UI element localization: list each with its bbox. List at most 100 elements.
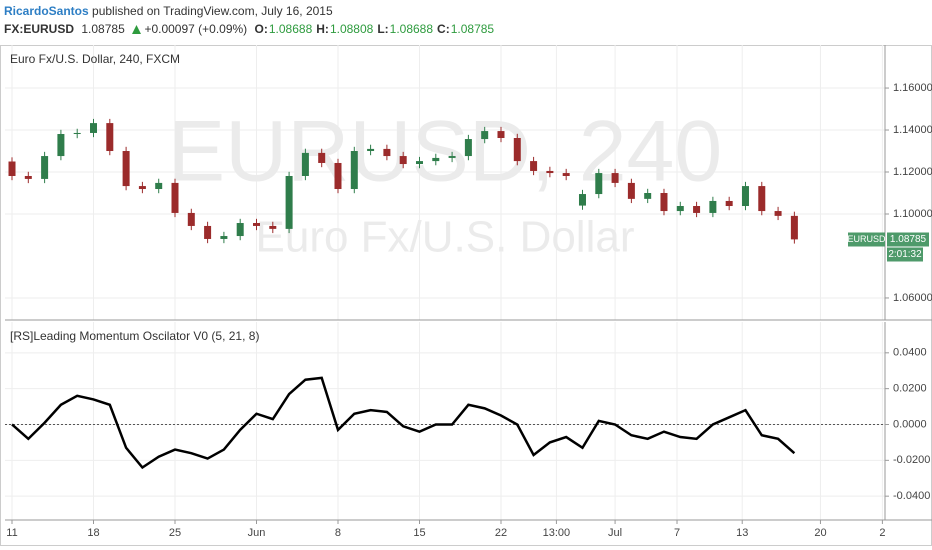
up-arrow [132, 25, 142, 34]
pane-title: Euro Fx/U.S. Dollar, 240, FXCM [10, 52, 180, 66]
y-tick-label: 1.14000 [893, 124, 932, 136]
candle-body [448, 156, 456, 158]
pane-title: [RS]Leading Momentum Oscilator V0 (5, 21… [10, 329, 259, 343]
candle-body [204, 225, 212, 239]
y-tick-label: 1.06000 [893, 292, 932, 304]
candle-body [660, 192, 668, 212]
candle-body [285, 175, 293, 229]
ohlc-key: L: [377, 22, 389, 36]
candle-body [252, 223, 260, 226]
candle-body [187, 212, 195, 226]
y-tick-label: 1.10000 [893, 208, 932, 220]
x-tick-label: 18 [87, 527, 99, 539]
change: +0.00097 (+0.09%) [144, 22, 248, 36]
ohlc-value: 1.08785 [450, 22, 495, 36]
candle-body [676, 206, 684, 212]
candle-body [627, 182, 635, 199]
candle-body [399, 156, 407, 165]
ohlc-value: 1.08808 [329, 22, 374, 36]
header-line: RicardoSantos published on TradingView.c… [4, 2, 502, 20]
candle-body [41, 156, 49, 179]
x-tick-label: 22 [495, 527, 507, 539]
y-tick-label: 1.12000 [893, 166, 932, 178]
ohlc: O:1.08688 H:1.08808 L:1.08688 C:1.08785 [255, 22, 499, 36]
x-tick-label: 13 [736, 527, 748, 539]
candle-body [24, 175, 32, 179]
ohlc-value: 1.08688 [389, 22, 434, 36]
header: RicardoSantos published on TradingView.c… [4, 2, 502, 38]
candle-body [578, 194, 586, 206]
oscillator-line [11, 376, 796, 470]
x-tick-label: Jul [608, 527, 622, 539]
candle-body [693, 206, 701, 213]
candle-body [464, 139, 472, 157]
author[interactable]: RicardoSantos [4, 4, 89, 18]
candle-body [415, 161, 423, 165]
symbol-tag [848, 232, 885, 247]
candle-body [709, 200, 717, 213]
candle-body [383, 148, 391, 157]
ohlc-key: O: [254, 22, 268, 36]
header-quote: FX:EURUSD 1.08785 +0.00097 (+0.09%) O:1.… [4, 20, 502, 38]
ohlc-value: 1.08688 [268, 22, 313, 36]
x-tick-label: 8 [335, 527, 341, 539]
x-tick-label: 20 [814, 527, 826, 539]
candle-body [171, 182, 179, 213]
candle-body [155, 182, 163, 190]
candle-body [758, 186, 766, 212]
watermark-subtitle: Euro Fx/U.S. Dollar [256, 213, 635, 262]
ohlc-key: H: [316, 22, 329, 36]
candle-body [57, 134, 65, 157]
candle-body [595, 173, 603, 195]
candle-body [513, 137, 521, 162]
candle-body [236, 223, 244, 237]
candle-body [220, 236, 228, 239]
x-tick-label: Jun [248, 527, 266, 539]
candle-body [611, 173, 619, 183]
candle-body [774, 211, 782, 216]
candle-body [497, 131, 505, 138]
candle-body [432, 157, 440, 162]
candle-body [90, 123, 98, 133]
y-tick-label: -0.0200 [893, 454, 930, 466]
y-tick-label: 0.0200 [893, 383, 927, 395]
countdown-tag [887, 247, 923, 262]
ohlc-key: C: [437, 22, 450, 36]
candle-body [8, 161, 16, 176]
price: 1.08785 [81, 22, 125, 36]
candle-body [138, 186, 146, 190]
candle-body [725, 200, 733, 207]
candle-body [301, 152, 309, 176]
published: published on TradingView.com, July 16, 2… [92, 4, 333, 18]
price-label: 1.08785 [890, 234, 927, 245]
candle-body [741, 186, 749, 207]
countdown: 2:01:32 [888, 249, 922, 260]
x-tick-label: 25 [169, 527, 181, 539]
x-tick-label: 11 [6, 527, 17, 539]
candle-body [530, 161, 538, 171]
candle-body [350, 151, 358, 190]
y-tick-label: 1.16000 [893, 82, 932, 94]
symbol-label: EURUSD [847, 234, 886, 244]
candle-body [122, 151, 130, 187]
candle-body [334, 162, 342, 190]
candle-body [269, 225, 277, 229]
candle-body [106, 123, 114, 152]
candle-body [73, 132, 81, 135]
y-tick-label: -0.0400 [893, 490, 930, 502]
candle-body [562, 173, 570, 176]
candle-body [367, 148, 375, 152]
x-tick-label: 15 [413, 527, 425, 539]
x-tick-label: 7 [674, 527, 680, 539]
symbol: FX:EURUSD [4, 22, 75, 36]
y-tick-label: 0.0000 [893, 418, 927, 430]
price-tag [887, 232, 929, 247]
candle-body [644, 192, 652, 199]
candle-body [318, 152, 326, 163]
watermark: EURUSD, 240 [168, 104, 722, 200]
candle-body [546, 170, 554, 174]
x-tick-label: 13:00 [543, 527, 571, 539]
candle-body [481, 131, 489, 140]
